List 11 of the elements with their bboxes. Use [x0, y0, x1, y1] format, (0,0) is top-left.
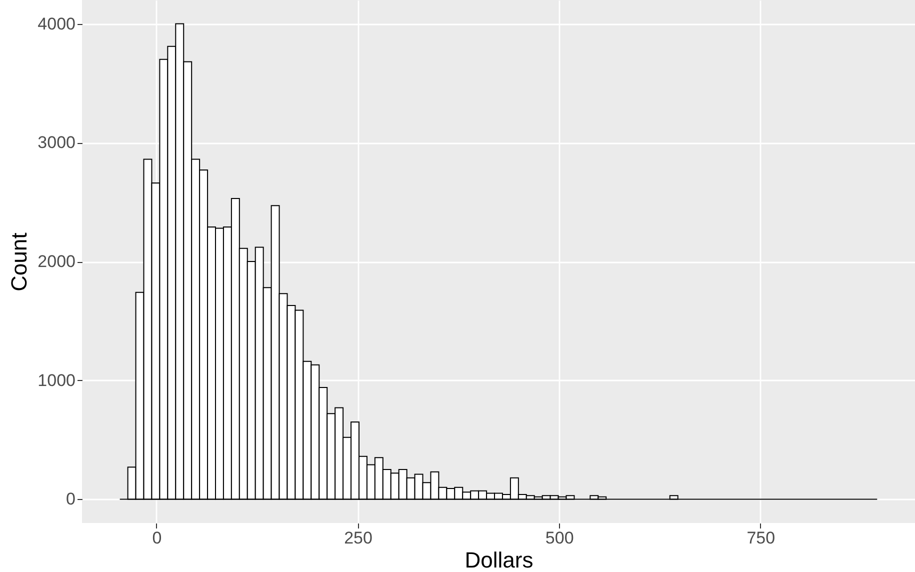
y-axis-title: Count: [6, 232, 32, 292]
x-tick-label: 750: [746, 528, 776, 548]
x-axis-title: Dollars: [464, 548, 534, 572]
x-tick-label: 0: [152, 528, 162, 548]
x-tick-label: 250: [344, 528, 372, 548]
x-tick-label: 500: [545, 528, 574, 548]
y-tick-label: 1000: [38, 370, 76, 390]
y-tick-label: 2000: [38, 252, 76, 271]
y-tick-label: 0: [66, 490, 76, 509]
y-tick-label: 4000: [38, 14, 76, 34]
y-tick-label: 3000: [38, 133, 76, 152]
